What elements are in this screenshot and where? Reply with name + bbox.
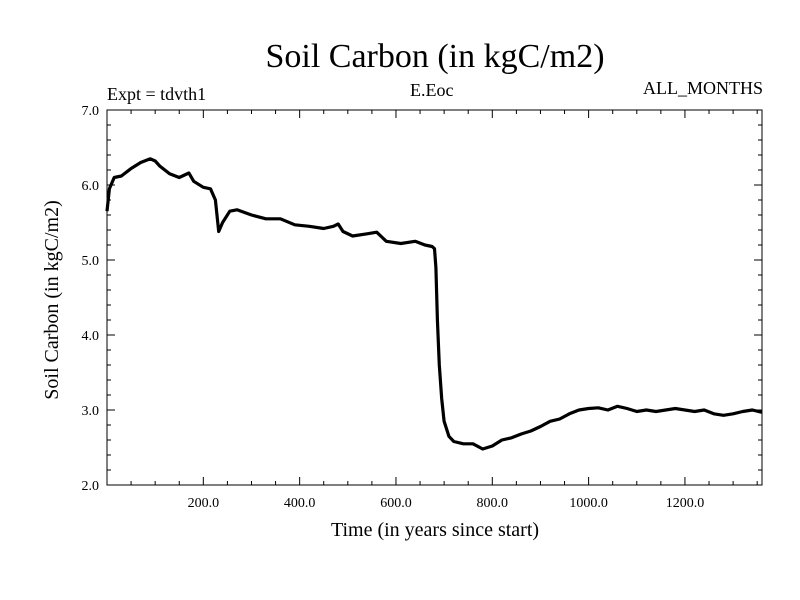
y-tick-label: 4.0 bbox=[82, 329, 100, 344]
x-axis-title: Time (in years since start) bbox=[331, 519, 539, 541]
y-axis-title: Soil Carbon (in kgC/m2) bbox=[41, 200, 63, 399]
y-tick-label: 3.0 bbox=[82, 404, 100, 419]
y-tick-label: 6.0 bbox=[82, 179, 100, 194]
region-label: E.Eoc bbox=[410, 80, 454, 100]
plot-frame bbox=[106, 109, 763, 486]
chart-title: Soil Carbon (in kgC/m2) bbox=[265, 38, 605, 75]
season-label: ALL_MONTHS bbox=[643, 78, 763, 98]
x-tick-label: 600.0 bbox=[380, 496, 412, 511]
soil-carbon-line bbox=[105, 157, 763, 451]
y-tick-label: 7.0 bbox=[82, 104, 100, 119]
experiment-label: Expt = tdvth1 bbox=[107, 84, 207, 104]
y-tick-label: 2.0 bbox=[82, 479, 100, 494]
y-tick-label: 5.0 bbox=[82, 254, 100, 269]
x-tick-label: 800.0 bbox=[477, 496, 509, 511]
x-tick-label: 1200.0 bbox=[666, 496, 705, 511]
x-tick-label: 400.0 bbox=[284, 496, 316, 511]
x-tick-label: 200.0 bbox=[188, 496, 220, 511]
x-tick-label: 1000.0 bbox=[569, 496, 608, 511]
